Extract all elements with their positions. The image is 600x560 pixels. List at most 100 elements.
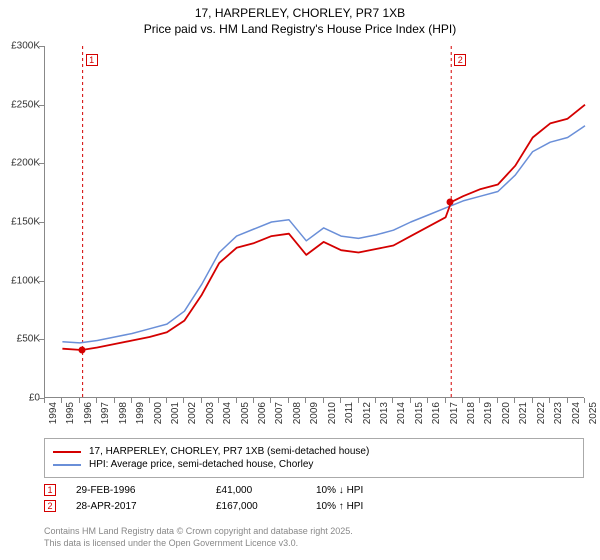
sales-row-price: £167,000 bbox=[216, 501, 316, 512]
x-tick-mark bbox=[410, 398, 411, 403]
x-tick-label: 2014 bbox=[396, 402, 407, 424]
legend-label: 17, HARPERLEY, CHORLEY, PR7 1XB (semi-de… bbox=[89, 446, 369, 457]
title-line-1: 17, HARPERLEY, CHORLEY, PR7 1XB bbox=[0, 6, 600, 22]
x-tick-mark bbox=[340, 398, 341, 403]
y-tick-label: £100K bbox=[0, 275, 40, 286]
x-tick-label: 1995 bbox=[65, 402, 76, 424]
x-tick-mark bbox=[462, 398, 463, 403]
x-tick-mark bbox=[358, 398, 359, 403]
x-tick-label: 1998 bbox=[118, 402, 129, 424]
x-tick-mark bbox=[427, 398, 428, 403]
legend-swatch bbox=[53, 451, 81, 453]
sales-table: 129-FEB-1996£41,00010% ↓ HPI 2 28-APR-2017… bbox=[44, 480, 584, 516]
y-tick-label: £150K bbox=[0, 217, 40, 228]
footnote-line-1: Contains HM Land Registry data © Crown c… bbox=[44, 526, 584, 538]
x-tick-mark bbox=[584, 398, 585, 403]
x-tick-label: 2001 bbox=[170, 402, 181, 424]
x-tick-label: 1997 bbox=[100, 402, 111, 424]
x-tick-label: 2017 bbox=[449, 402, 460, 424]
sales-row-date: 29-FEB-1996 bbox=[76, 485, 216, 496]
x-tick-mark bbox=[375, 398, 376, 403]
y-tick-mark bbox=[39, 163, 44, 164]
x-tick-mark bbox=[323, 398, 324, 403]
x-tick-label: 2006 bbox=[257, 402, 268, 424]
x-tick-label: 2003 bbox=[205, 402, 216, 424]
y-tick-label: £200K bbox=[0, 158, 40, 169]
x-tick-label: 2023 bbox=[553, 402, 564, 424]
sales-row-date: 28-APR-2017 bbox=[76, 501, 216, 512]
sales-table-row: 129-FEB-1996£41,00010% ↓ HPI bbox=[44, 484, 584, 496]
footnote-line-2: This data is licensed under the Open Gov… bbox=[44, 538, 584, 550]
x-tick-label: 1999 bbox=[135, 402, 146, 424]
x-tick-label: 2013 bbox=[379, 402, 390, 424]
x-tick-mark bbox=[149, 398, 150, 403]
x-tick-label: 2019 bbox=[483, 402, 494, 424]
x-tick-label: 2004 bbox=[222, 402, 233, 424]
x-tick-mark bbox=[61, 398, 62, 403]
legend-row: 17, HARPERLEY, CHORLEY, PR7 1XB (semi-de… bbox=[53, 446, 575, 457]
x-tick-mark bbox=[567, 398, 568, 403]
sales-row-marker: 2 bbox=[44, 500, 56, 512]
x-tick-mark bbox=[218, 398, 219, 403]
sales-row-delta: 10% ↓ HPI bbox=[316, 485, 456, 496]
x-tick-label: 2024 bbox=[571, 402, 582, 424]
x-tick-mark bbox=[305, 398, 306, 403]
x-tick-label: 1994 bbox=[48, 402, 59, 424]
chart-container: 17, HARPERLEY, CHORLEY, PR7 1XB Price pa… bbox=[0, 0, 600, 560]
legend-swatch bbox=[53, 464, 81, 466]
x-tick-label: 2007 bbox=[274, 402, 285, 424]
x-tick-mark bbox=[549, 398, 550, 403]
sale-marker-dot bbox=[447, 199, 454, 206]
title-line-2: Price paid vs. HM Land Registry's House … bbox=[0, 22, 600, 38]
series-hpi-line bbox=[62, 126, 585, 343]
x-tick-mark bbox=[166, 398, 167, 403]
y-tick-label: £300K bbox=[0, 41, 40, 52]
x-tick-label: 1996 bbox=[83, 402, 94, 424]
x-tick-label: 2010 bbox=[327, 402, 338, 424]
x-tick-mark bbox=[79, 398, 80, 403]
x-tick-label: 2002 bbox=[187, 402, 198, 424]
y-tick-label: £0 bbox=[0, 393, 40, 404]
x-tick-mark bbox=[96, 398, 97, 403]
x-tick-mark bbox=[532, 398, 533, 403]
sale-marker-box: 1 bbox=[86, 54, 98, 66]
chart-svg bbox=[45, 46, 584, 397]
x-tick-label: 2012 bbox=[362, 402, 373, 424]
x-tick-mark bbox=[270, 398, 271, 403]
y-tick-mark bbox=[39, 105, 44, 106]
x-tick-mark bbox=[514, 398, 515, 403]
x-tick-label: 2000 bbox=[153, 402, 164, 424]
y-tick-label: £250K bbox=[0, 99, 40, 110]
footnote: Contains HM Land Registry data © Crown c… bbox=[44, 526, 584, 549]
x-tick-label: 2025 bbox=[588, 402, 599, 424]
x-tick-label: 2021 bbox=[518, 402, 529, 424]
x-tick-mark bbox=[253, 398, 254, 403]
x-tick-mark bbox=[44, 398, 45, 403]
x-tick-label: 2016 bbox=[431, 402, 442, 424]
x-tick-mark bbox=[392, 398, 393, 403]
x-tick-label: 2009 bbox=[309, 402, 320, 424]
x-tick-mark bbox=[445, 398, 446, 403]
x-tick-label: 2008 bbox=[292, 402, 303, 424]
x-tick-mark bbox=[288, 398, 289, 403]
x-tick-label: 2005 bbox=[240, 402, 251, 424]
legend-row: HPI: Average price, semi-detached house,… bbox=[53, 459, 575, 470]
x-tick-label: 2020 bbox=[501, 402, 512, 424]
sales-row-delta: 10% ↑ HPI bbox=[316, 501, 456, 512]
x-tick-label: 2011 bbox=[344, 402, 355, 424]
sales-table-row: 2 28-APR-2017£167,00010% ↑ HPI bbox=[44, 500, 584, 512]
x-tick-mark bbox=[114, 398, 115, 403]
x-tick-label: 2018 bbox=[466, 402, 477, 424]
sale-marker-box: 2 bbox=[454, 54, 466, 66]
sale-marker-dot bbox=[78, 346, 85, 353]
y-tick-mark bbox=[39, 339, 44, 340]
legend-label: HPI: Average price, semi-detached house,… bbox=[89, 459, 313, 470]
x-tick-mark bbox=[236, 398, 237, 403]
x-tick-label: 2015 bbox=[414, 402, 425, 424]
x-tick-mark bbox=[201, 398, 202, 403]
x-tick-mark bbox=[479, 398, 480, 403]
x-tick-mark bbox=[497, 398, 498, 403]
legend-box: 17, HARPERLEY, CHORLEY, PR7 1XB (semi-de… bbox=[44, 438, 584, 478]
y-tick-label: £50K bbox=[0, 334, 40, 345]
sales-row-price: £41,000 bbox=[216, 485, 316, 496]
